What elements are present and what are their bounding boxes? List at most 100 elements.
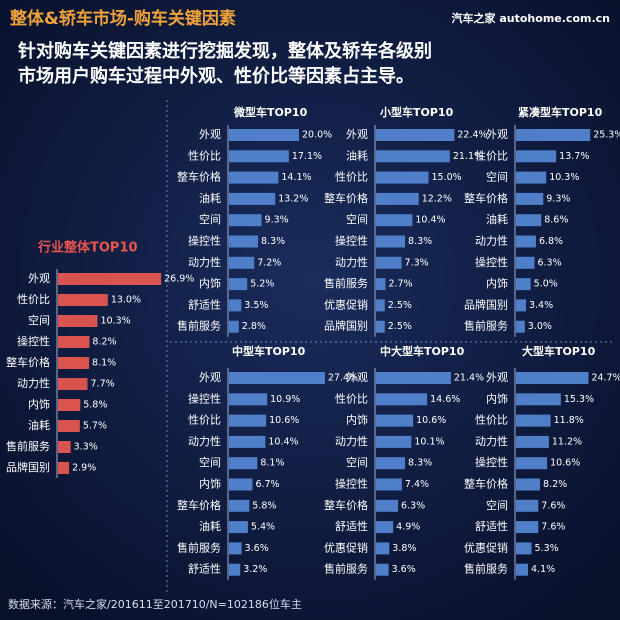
bar: [516, 393, 561, 406]
category-label: 优惠促销: [324, 297, 368, 311]
bar: [516, 150, 557, 163]
value-label: 5.8%: [83, 400, 107, 411]
bar: [516, 171, 547, 184]
value-label: 3.2%: [243, 564, 267, 575]
category-label: 空间: [346, 212, 368, 226]
value-label: 3.4%: [529, 300, 553, 311]
category-label: 整车价格: [324, 498, 368, 512]
bar: [229, 214, 262, 227]
category-label: 舒适性: [188, 562, 221, 576]
chart-title: 中型车TOP10: [232, 344, 306, 358]
value-label: 4.9%: [396, 522, 420, 533]
bar: [229, 414, 267, 427]
category-label: 动力性: [335, 255, 368, 269]
category-label: 舒适性: [335, 519, 368, 533]
category-label: 舒适性: [188, 297, 221, 311]
value-label: 8.2%: [92, 337, 116, 348]
category-label: 外观: [28, 272, 50, 285]
category-label: 整车价格: [324, 191, 368, 205]
bar: [229, 235, 259, 248]
value-label: 8.1%: [260, 458, 284, 469]
category-label: 内饰: [486, 391, 508, 405]
value-label: 3.5%: [244, 300, 268, 311]
bar: [58, 273, 162, 285]
bar: [376, 299, 385, 312]
category-label: 性价比: [17, 292, 50, 306]
value-label: 20.0%: [302, 130, 332, 141]
value-label: 6.3%: [537, 257, 561, 268]
bar: [376, 171, 429, 184]
bar: [376, 457, 406, 470]
category-label: 性价比: [475, 148, 508, 162]
bar: [516, 372, 589, 384]
value-label: 3.8%: [392, 543, 416, 554]
category-label: 内饰: [28, 397, 50, 411]
category-label: 优惠促销: [464, 540, 508, 554]
category-label: 外观: [346, 371, 368, 384]
value-label: 12.2%: [422, 193, 452, 204]
bar: [58, 441, 71, 453]
category-label: 空间: [346, 455, 368, 469]
value-label: 5.3%: [535, 543, 559, 554]
bar: [229, 150, 289, 163]
bar: [516, 192, 544, 205]
bar: [58, 420, 80, 432]
value-label: 3.3%: [74, 442, 98, 453]
bar: [229, 299, 242, 312]
bar: [229, 192, 276, 205]
value-label: 26.9%: [164, 274, 194, 285]
value-label: 9.3%: [265, 215, 289, 226]
category-label: 舒适性: [475, 519, 508, 533]
category-label: 油耗: [346, 148, 368, 162]
category-label: 售前服务: [177, 319, 221, 333]
value-label: 5.8%: [252, 500, 276, 511]
bar: [376, 150, 450, 163]
value-label: 2.9%: [72, 463, 96, 474]
source-note: 数据来源：汽车之家/201611至201710/N=102186位车主: [8, 597, 302, 611]
bar: [376, 278, 386, 291]
category-label: 整车价格: [464, 477, 508, 491]
category-label: 品牌国别: [324, 319, 368, 333]
bar: [516, 214, 542, 227]
category-label: 内饰: [199, 276, 221, 290]
value-label: 13.0%: [111, 295, 141, 306]
category-label: 外观: [199, 128, 221, 141]
value-label: 14.6%: [430, 394, 460, 405]
bar: [376, 499, 399, 512]
value-label: 5.2%: [250, 279, 274, 290]
category-label: 整车价格: [177, 170, 221, 184]
category-label: 动力性: [475, 234, 508, 248]
value-label: 10.9%: [270, 394, 300, 405]
category-label: 空间: [199, 212, 221, 226]
bar: [516, 414, 551, 427]
value-label: 17.1%: [292, 151, 322, 162]
bar: [376, 256, 402, 269]
bar: [516, 278, 531, 291]
value-label: 22.4%: [457, 130, 487, 141]
bar: [376, 435, 412, 448]
category-label: 外观: [486, 371, 508, 384]
value-label: 11.2%: [552, 436, 582, 447]
value-label: 8.2%: [543, 479, 567, 490]
bar: [376, 192, 419, 205]
bar: [229, 521, 248, 534]
bar: [376, 542, 390, 555]
category-label: 油耗: [486, 212, 508, 226]
category-label: 操控性: [335, 234, 368, 248]
value-label: 7.6%: [541, 522, 565, 533]
category-label: 内饰: [199, 477, 221, 491]
category-label: 售前服务: [464, 562, 508, 576]
category-label: 油耗: [199, 519, 221, 533]
bar: [376, 129, 455, 141]
bar: [229, 563, 241, 576]
value-label: 11.8%: [554, 415, 584, 426]
category-label: 操控性: [188, 234, 221, 248]
bar: [376, 235, 406, 248]
value-label: 10.4%: [268, 436, 298, 447]
category-label: 动力性: [17, 376, 50, 390]
subtitle-line: 市场用户购车过程中外观、性价比等因素占主导。: [18, 65, 414, 87]
category-label: 内饰: [346, 413, 368, 427]
bar: [376, 521, 394, 534]
